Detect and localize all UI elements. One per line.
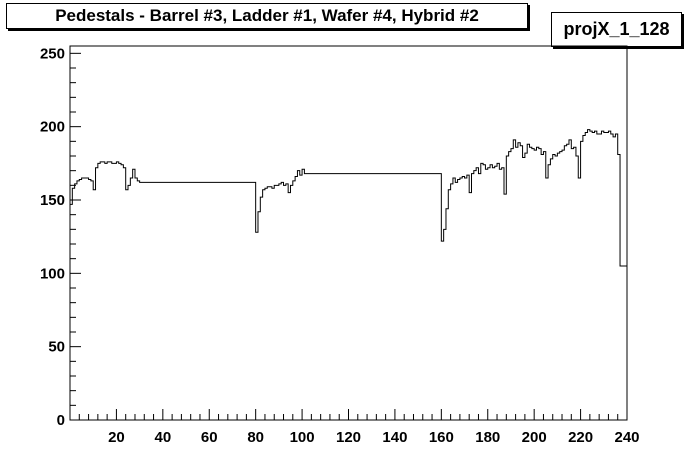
- x-tick-label: 60: [201, 429, 218, 446]
- y-tick-label: 100: [40, 265, 65, 282]
- series-group: [70, 129, 627, 267]
- x-tick-label: 220: [568, 429, 593, 446]
- x-tick-label: 80: [247, 429, 264, 446]
- plot-frame: [69, 45, 628, 421]
- x-tick-label: 140: [382, 429, 407, 446]
- x-tick-label: 20: [108, 429, 125, 446]
- x-tick-label: 40: [154, 429, 171, 446]
- histogram-title-box: Pedestals - Barrel #3, Ladder #1, Wafer …: [6, 3, 528, 29]
- histogram-name: projX_1_128: [563, 19, 670, 39]
- x-tick-label: 120: [336, 429, 361, 446]
- histogram-title: Pedestals - Barrel #3, Ladder #1, Wafer …: [55, 6, 479, 25]
- histogram-line: [70, 129, 627, 267]
- x-tick-label: 180: [475, 429, 500, 446]
- y-axis: 0 50 100 150 200 250: [40, 45, 81, 429]
- y-tick-label: 150: [40, 192, 65, 209]
- x-tick-label: 200: [522, 429, 547, 446]
- x-axis: 20 40 60 80 100 120 140 160 180 200 220 240: [69, 409, 640, 446]
- x-tick-label: 100: [290, 429, 315, 446]
- y-tick-label: 200: [40, 119, 65, 136]
- plot-area-border: [69, 45, 628, 421]
- x-tick-label: 240: [614, 429, 639, 446]
- x-tick-label: 160: [429, 429, 454, 446]
- y-tick-label: 0: [57, 412, 65, 429]
- y-tick-label: 250: [40, 45, 65, 62]
- y-tick-label: 50: [48, 339, 65, 356]
